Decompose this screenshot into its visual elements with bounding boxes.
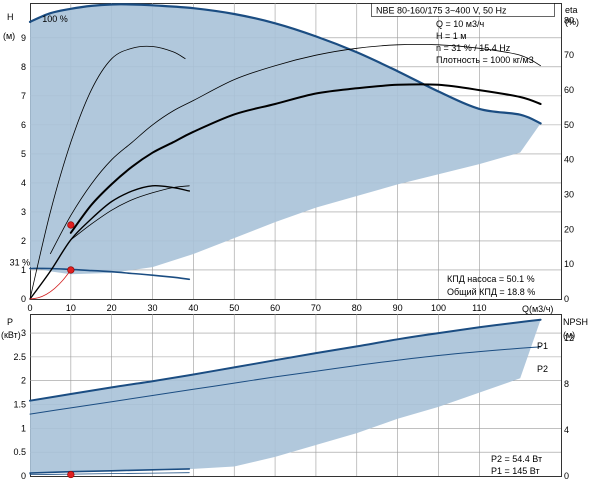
operating-range-area-top [30,5,541,275]
duty-points [67,221,75,479]
x-label: Q(м3/ч) [522,304,553,314]
y-left-tick-top-7: 7 [21,91,26,101]
y-left-label-top-1: H [7,12,14,22]
x-tick-100: 100 [431,303,446,313]
y-right-tick-top-10: 10 [564,259,574,269]
y-left-tick-bot-1: 1 [21,423,26,433]
power-p1-text: P1 = 145 Вт [491,466,540,476]
x-tick-70: 70 [311,303,321,313]
tick-labels: 0 10 20 30 40 50 60 70 80 90 100 110012345678901020… [13,15,574,480]
title-text: NBE 80-160/175 3~400 V, 50 Hz [376,6,507,16]
y-left-tick-bot-1.5: 1.5 [13,400,26,410]
x-tick-50: 50 [229,303,239,313]
curve-eta-pump-31 [29,45,186,300]
x-tick-10: 10 [66,303,76,313]
info-flow: Q = 10 м3/ч [436,19,484,29]
curve-eta-total-31 [29,184,190,300]
x-tick-0: 0 [27,303,32,313]
y-right-tick-top-30: 30 [564,190,574,200]
y-left-tick-top-4: 4 [21,178,26,188]
curve-P1 [29,318,542,402]
y-left-label-top-2: (м) [3,31,15,41]
y-left-tick-bot-3: 3 [21,328,26,338]
y-left-tick-top-6: 6 [21,120,26,130]
eff-total-text: Общий КПД = 18.8 % [447,287,535,297]
duty-point-top-0 [67,221,75,229]
x-tick-60: 60 [270,303,280,313]
curve-system-curve [29,269,72,300]
y-right-tick-top-70: 70 [564,50,574,60]
y-right-tick-top-40: 40 [564,155,574,165]
eff-pump-text: КПД насоса = 50.1 % [447,274,535,284]
curve-eta-aux [70,185,190,241]
y-right-label-top-2: (%) [565,17,579,27]
series-label-p2: P2 [537,364,548,374]
y-left-tick-top-8: 8 [21,62,26,72]
curve-p1-31 [29,468,191,474]
y-right-label-bot-1: NPSH [563,317,588,327]
info-density: Плотность = 1000 кг/м3 [436,55,534,65]
operating-range-area-bottom [30,319,541,474]
bottom-plot-frame [30,314,562,477]
y-right-tick-bot-4: 4 [564,425,569,435]
y-right-tick-bot-8: 8 [564,379,569,389]
curve-P2 [29,346,542,415]
info-head: H = 1 м [436,31,466,41]
duty-point-bottom-0 [67,470,75,479]
y-left-tick-bot-2: 2 [21,376,26,386]
x-tick-40: 40 [188,303,198,313]
series-label-p1: P1 [537,341,548,351]
y-left-tick-bot-0.5: 0.5 [13,447,26,457]
y-right-tick-top-20: 20 [564,224,574,234]
duty-point-top-1 [67,266,75,274]
y-left-tick-top-5: 5 [21,149,26,159]
x-tick-110: 110 [472,303,486,313]
x-tick-90: 90 [393,303,403,313]
y-right-label-bot-2: (м) [563,330,575,340]
y-right-label-top-1: eta [565,5,578,15]
y-right-tick-top-60: 60 [564,85,574,95]
y-right-tick-bot-12: 12 [564,333,574,343]
x-tick-80: 80 [352,303,362,313]
speed-label-100: 100 % [42,14,68,24]
curve-p2-31 [29,472,190,475]
y-left-tick-top-1: 1 [21,265,26,275]
curve-layer [28,3,542,475]
curve-eta-total-100 [69,83,542,234]
y-left-tick-bot-2.5: 2.5 [13,352,26,362]
y-right-tick-top-80: 80 [564,15,574,25]
curve-head-100 [28,3,542,125]
y-left-label-bot-2: (кВт) [1,330,21,340]
speed-label-31: 31 % [10,258,31,268]
y-left-tick-top-9: 9 [21,33,26,43]
y-right-tick-bot-0: 0 [564,471,569,480]
y-left-tick-top-2: 2 [21,236,26,246]
y-left-label-bot-1: P [7,317,13,327]
title-box [371,3,555,17]
y-left-tick-bot-0: 0 [21,471,26,480]
info-speed: n = 31 % / 15.4 Hz [436,43,511,53]
x-tick-20: 20 [107,303,117,313]
y-right-tick-top-0: 0 [564,294,569,304]
x-tick-30: 30 [148,303,158,313]
y-left-tick-top-3: 3 [21,207,26,217]
curve-eta-pump-100 [50,43,541,255]
y-left-tick-top-0: 0 [21,294,26,304]
curve-head-31 [29,267,191,281]
power-p2-text: P2 = 54.4 Вт [491,454,542,464]
y-right-tick-top-50: 50 [564,120,574,130]
